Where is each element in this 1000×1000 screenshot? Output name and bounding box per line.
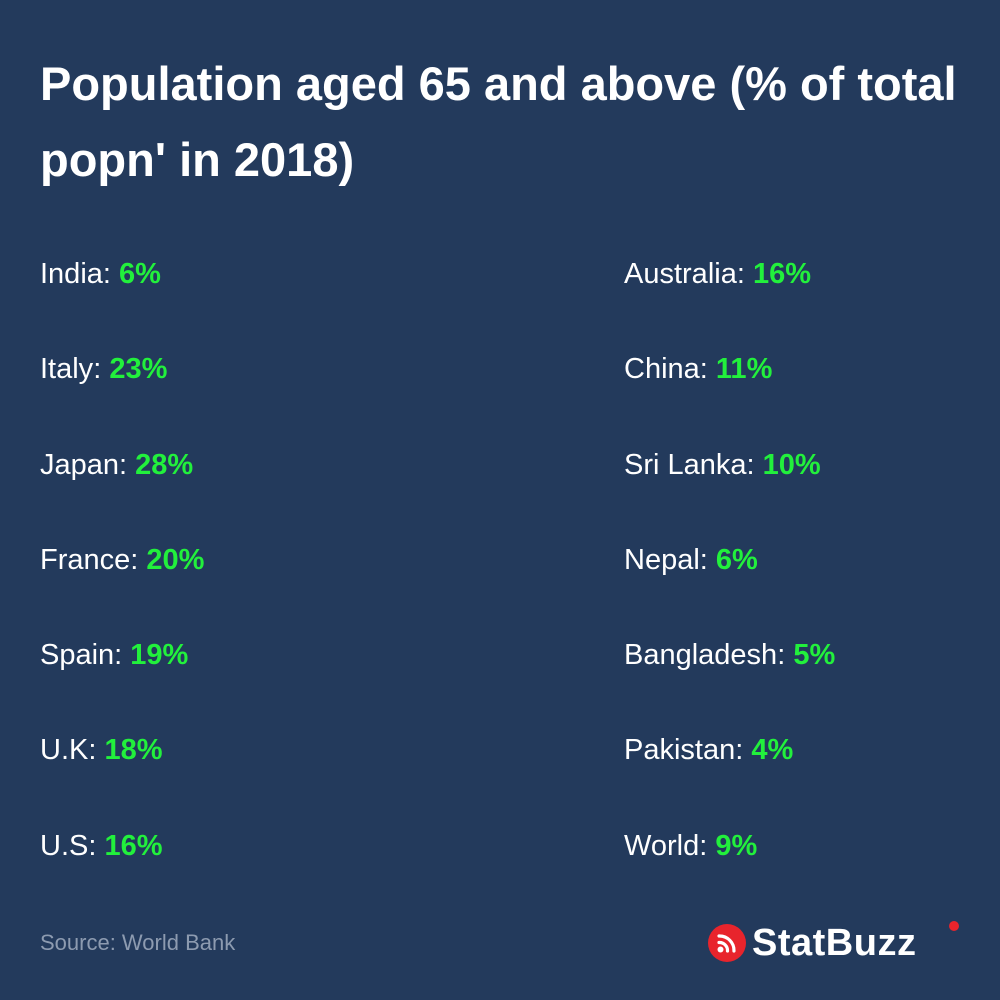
country-value: 28% xyxy=(135,448,194,481)
country-value: 20% xyxy=(146,543,205,576)
stat-item: U.K: 18% xyxy=(40,734,163,767)
stat-item: Nepal: 6% xyxy=(624,543,758,576)
stat-item: Australia: 16% xyxy=(624,258,811,290)
country-label: U.S xyxy=(40,829,89,862)
country-value: 10% xyxy=(762,448,821,481)
country-label: Italy xyxy=(40,353,94,386)
country-label: Nepal xyxy=(624,543,700,576)
brand-name: StatBuzz xyxy=(752,922,917,964)
stat-list-right: Australia: 16% China: 11% Sri Lanka: 10%… xyxy=(624,251,984,918)
stat-item: Bangladesh: 5% xyxy=(624,639,836,672)
country-value: 23% xyxy=(109,353,168,386)
rss-icon-background xyxy=(708,924,746,962)
stat-item: Japan: 28% xyxy=(40,448,194,481)
stat-item: World: 9% xyxy=(624,829,758,862)
brand-logo: StatBuzz xyxy=(708,918,970,968)
country-value: 16% xyxy=(752,258,811,290)
country-label: China xyxy=(624,353,700,386)
country-label: World xyxy=(624,829,700,862)
country-label: India xyxy=(40,258,103,290)
country-label: U.K xyxy=(40,734,89,767)
page-title: Population aged 65 and above (% of total… xyxy=(40,57,957,186)
country-value: 11% xyxy=(715,353,773,386)
country-label: Japan xyxy=(40,448,120,481)
country-label: Spain xyxy=(40,639,115,672)
country-value: 9% xyxy=(715,829,758,862)
country-label: Sri Lanka xyxy=(624,448,747,481)
rss-feed-icon xyxy=(708,924,746,962)
stat-list-left: India: 6% Italy: 23% Japan: 28% France: … xyxy=(40,251,580,918)
stat-item: Sri Lanka: 10% xyxy=(624,448,821,481)
country-label: Bangladesh xyxy=(624,639,778,672)
brand-accent-dot xyxy=(949,921,959,931)
stat-item: China: 11% xyxy=(624,353,773,386)
country-label: Pakistan xyxy=(624,734,736,767)
stat-item: France: 20% xyxy=(40,543,205,576)
rss-icon-dot xyxy=(717,946,724,953)
country-value: 4% xyxy=(751,734,794,767)
stat-item: Pakistan: 4% xyxy=(624,734,794,767)
rss-icon-arc-inner xyxy=(717,940,730,953)
country-value: 18% xyxy=(104,734,163,767)
stat-item: U.S: 16% xyxy=(40,829,163,862)
country-value: 6% xyxy=(119,258,161,290)
country-value: 19% xyxy=(130,639,189,672)
stat-item: Spain: 19% xyxy=(40,639,189,672)
rss-icon-arc-outer xyxy=(717,934,736,953)
country-value: 5% xyxy=(793,639,836,672)
stat-item: Italy: 23% xyxy=(40,353,168,386)
country-value: 6% xyxy=(715,543,758,576)
source-note: Source: World Bank xyxy=(40,930,236,955)
country-value: 16% xyxy=(104,829,163,862)
stat-item: India: 6% xyxy=(40,258,161,290)
country-label: France xyxy=(40,543,131,576)
country-label: Australia xyxy=(624,258,737,290)
